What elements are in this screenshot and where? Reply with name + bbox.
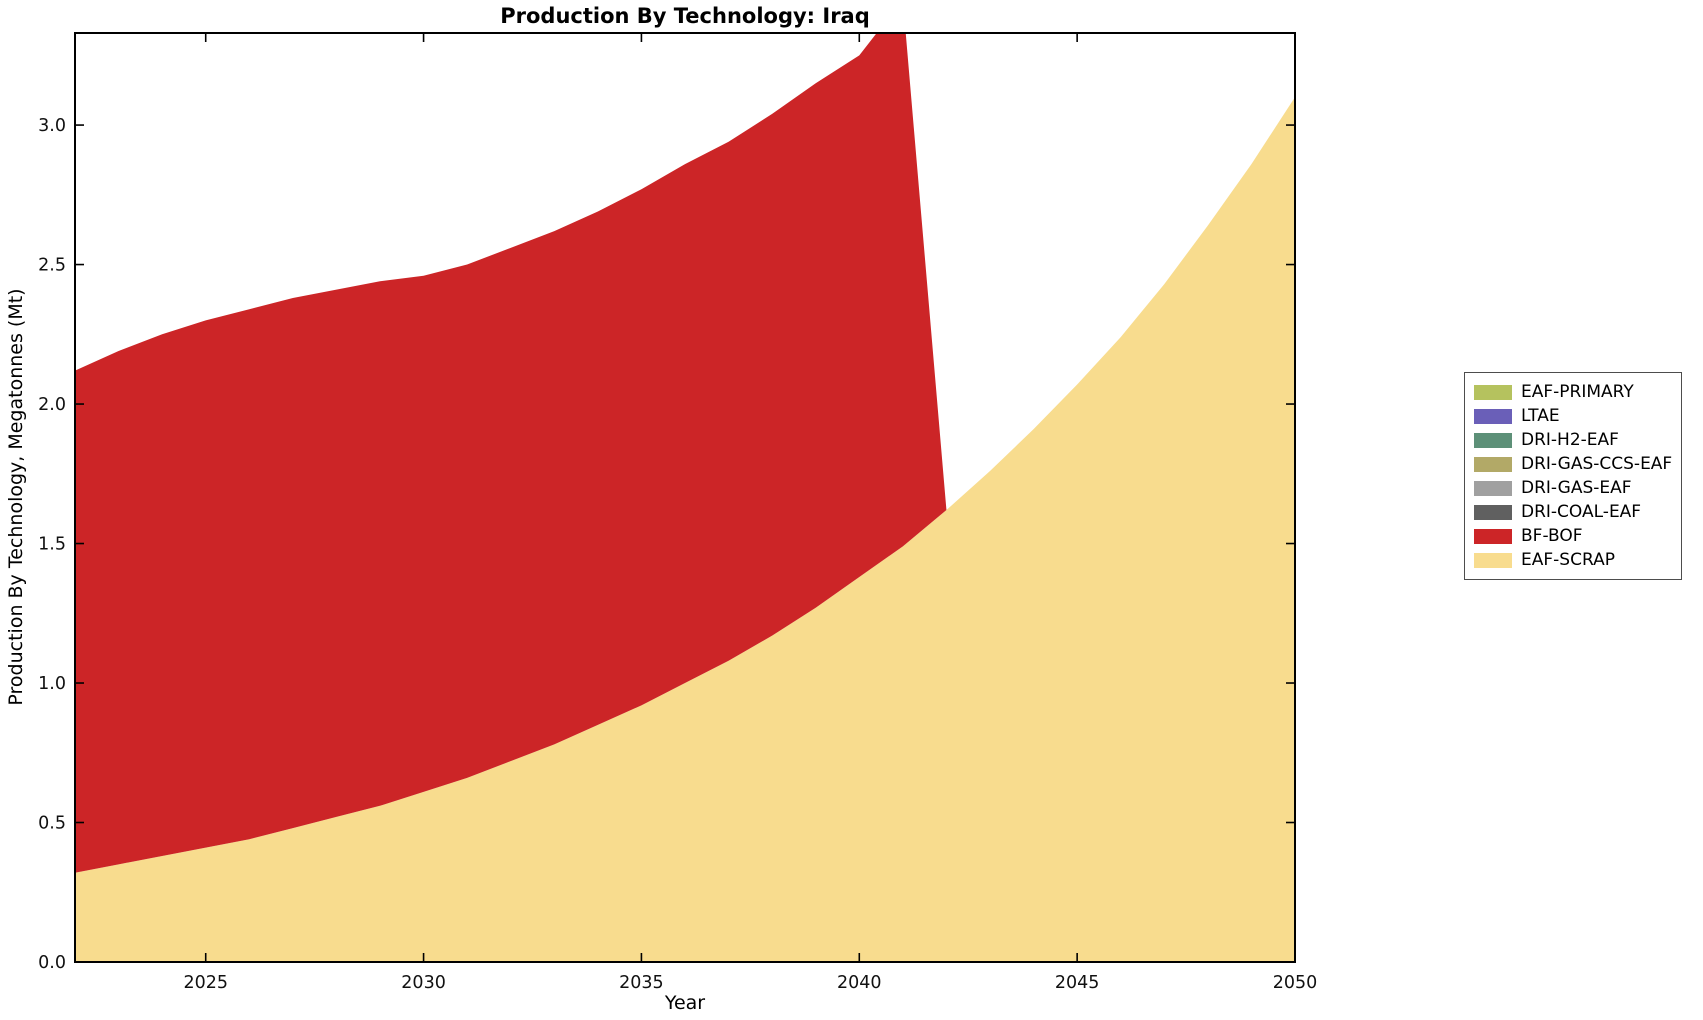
legend-item: DRI-H2-EAF: [1474, 428, 1672, 452]
x-tick-label: 2025: [183, 973, 228, 993]
legend-items: EAF-PRIMARY LTAE DRI-H2-EAF DRI-GAS-CCS-EAF…: [1474, 380, 1672, 572]
x-tick-label: 2045: [1055, 973, 1100, 993]
legend-item: DRI-GAS-EAF: [1474, 476, 1672, 500]
area-series-group: [75, 33, 1295, 962]
legend-swatch: [1474, 432, 1512, 448]
legend-swatch: [1474, 480, 1512, 496]
x-tick-label: 2050: [1273, 973, 1318, 993]
legend-item: DRI-GAS-CCS-EAF: [1474, 452, 1672, 476]
legend-item-label: EAF-SCRAP: [1521, 550, 1615, 570]
x-axis-label: Year: [664, 992, 706, 1014]
legend-item: EAF-PRIMARY: [1474, 380, 1672, 404]
area-series-BF-BOF: [75, 33, 1295, 873]
chart-title: Production By Technology: Iraq: [500, 4, 870, 28]
legend-item-label: DRI-COAL-EAF: [1521, 502, 1642, 522]
y-tick-label: 2.5: [38, 256, 66, 276]
legend-item-label: LTAE: [1521, 406, 1560, 426]
legend-item-label: EAF-PRIMARY: [1521, 382, 1634, 402]
legend-item: EAF-SCRAP: [1474, 548, 1672, 572]
legend-item: DRI-COAL-EAF: [1474, 500, 1672, 524]
y-tick-label: 1.0: [38, 674, 66, 694]
plot-border: [74, 32, 1296, 963]
y-tick-label: 0.0: [38, 953, 66, 973]
legend-item-label: DRI-H2-EAF: [1521, 430, 1619, 450]
legend-item-label: BF-BOF: [1521, 526, 1583, 546]
legend-swatch: [1474, 504, 1512, 520]
y-tick-label: 2.0: [38, 395, 66, 415]
legend-item-label: DRI-GAS-CCS-EAF: [1521, 454, 1673, 474]
x-tick-label: 2040: [837, 973, 882, 993]
legend-swatch: [1474, 528, 1512, 544]
x-tick-label: 2030: [401, 973, 446, 993]
legend-item-label: DRI-GAS-EAF: [1521, 478, 1632, 498]
x-tick-label: 2035: [619, 973, 664, 993]
y-tick-label: 1.5: [38, 535, 66, 555]
legend-swatch: [1474, 384, 1512, 400]
legend-swatch: [1474, 552, 1512, 568]
axis-ticks-group: 2025 2030 2035 2040 2045 2050 0.0 0.5 1.0 1.5 2.0 2…: [38, 33, 1317, 993]
area-series-EAF-SCRAP: [75, 97, 1295, 962]
y-tick-label: 3.0: [38, 116, 66, 136]
legend-swatch: [1474, 408, 1512, 424]
legend-item: BF-BOF: [1474, 524, 1672, 548]
legend-item: LTAE: [1474, 404, 1672, 428]
y-tick-label: 0.5: [38, 814, 66, 834]
legend-swatch: [1474, 456, 1512, 472]
legend: EAF-PRIMARY LTAE DRI-H2-EAF DRI-GAS-CCS-EAF…: [1464, 372, 1683, 580]
